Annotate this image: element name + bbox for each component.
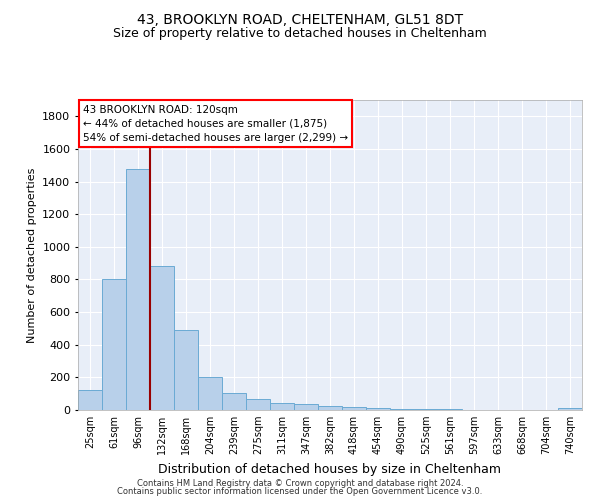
Bar <box>558 408 582 410</box>
Bar <box>150 266 174 410</box>
Bar <box>294 404 318 410</box>
Bar <box>174 330 198 410</box>
Bar <box>366 408 390 410</box>
Bar <box>414 409 438 410</box>
Bar <box>126 170 150 410</box>
Text: Contains HM Land Registry data © Crown copyright and database right 2024.: Contains HM Land Registry data © Crown c… <box>137 478 463 488</box>
Bar <box>390 409 414 410</box>
Bar <box>78 390 102 410</box>
Text: 43, BROOKLYN ROAD, CHELTENHAM, GL51 8DT: 43, BROOKLYN ROAD, CHELTENHAM, GL51 8DT <box>137 12 463 26</box>
Bar <box>438 409 462 410</box>
Bar <box>222 393 246 410</box>
Text: Size of property relative to detached houses in Cheltenham: Size of property relative to detached ho… <box>113 28 487 40</box>
Bar <box>246 400 270 410</box>
Bar <box>318 406 342 410</box>
X-axis label: Distribution of detached houses by size in Cheltenham: Distribution of detached houses by size … <box>158 462 502 475</box>
Y-axis label: Number of detached properties: Number of detached properties <box>26 168 37 342</box>
Bar <box>102 280 126 410</box>
Text: Contains public sector information licensed under the Open Government Licence v3: Contains public sector information licen… <box>118 487 482 496</box>
Bar <box>342 406 366 410</box>
Bar <box>198 376 222 410</box>
Bar <box>270 404 294 410</box>
Text: 43 BROOKLYN ROAD: 120sqm
← 44% of detached houses are smaller (1,875)
54% of sem: 43 BROOKLYN ROAD: 120sqm ← 44% of detach… <box>83 104 348 142</box>
